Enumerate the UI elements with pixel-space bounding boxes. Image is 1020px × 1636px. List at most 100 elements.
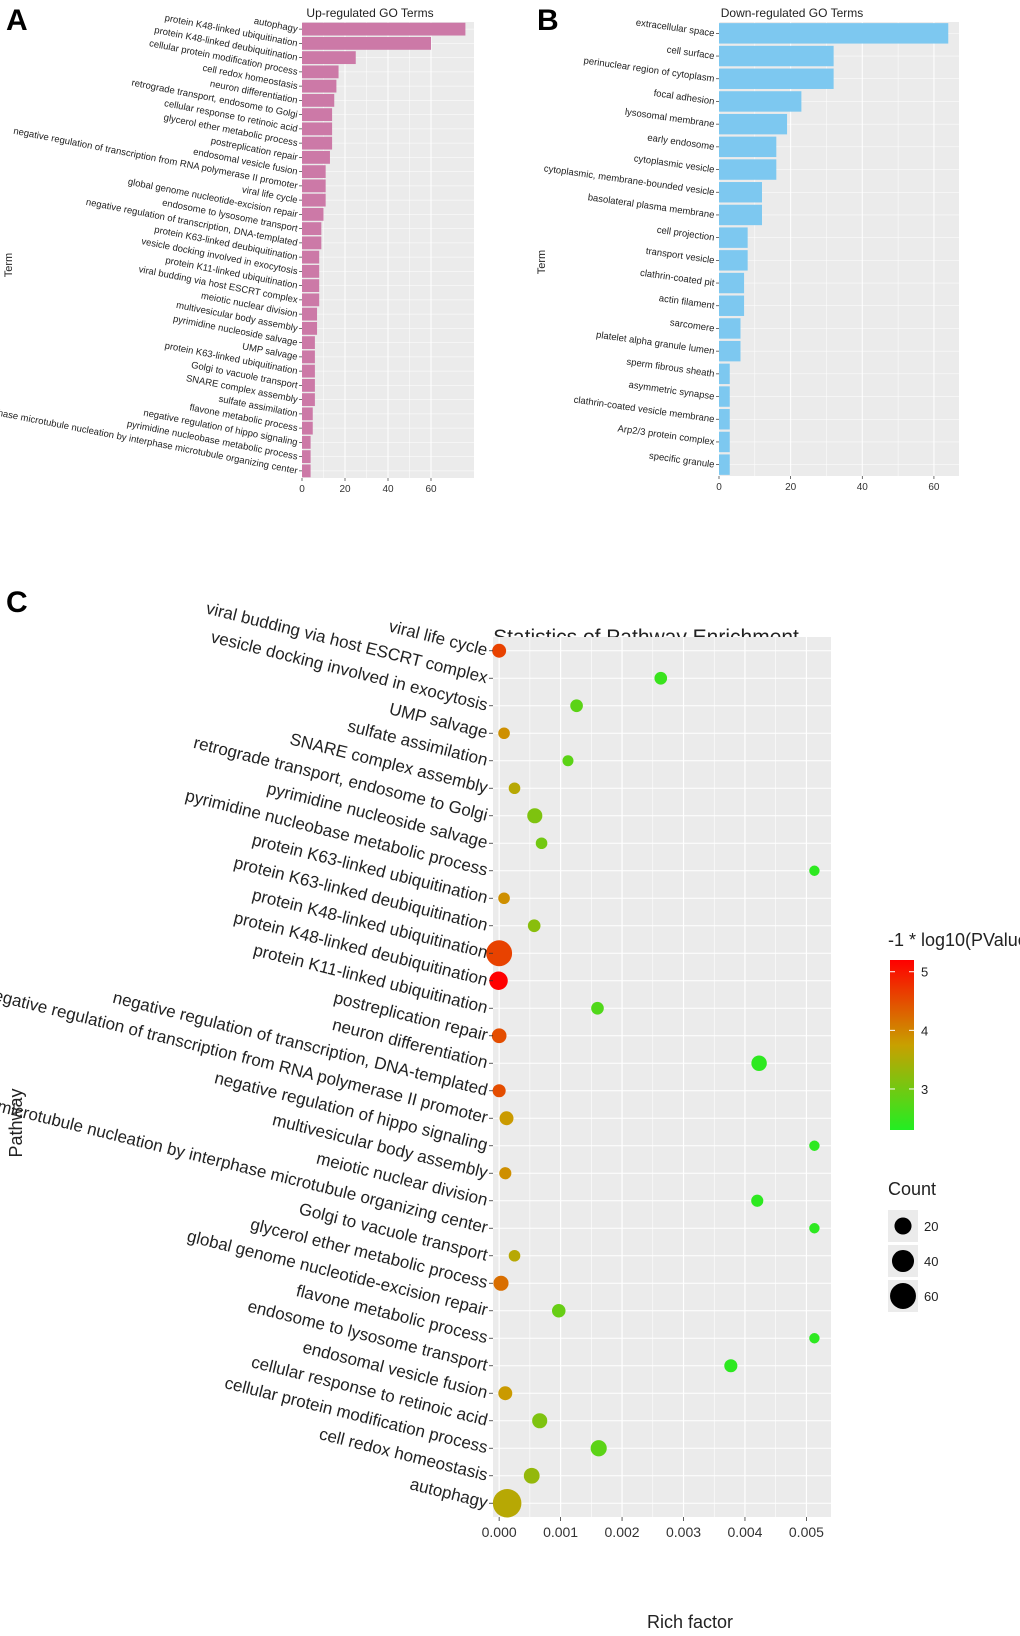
c-point-protein-k63-linked-deubiquitination — [527, 919, 541, 933]
c-point-ump-salvage — [498, 727, 510, 740]
chart-a-y-axis-title: Term — [3, 253, 15, 277]
c-point-protein-k63-linked-ubiquitination — [498, 892, 510, 905]
b-term-label: perinuclear region of cytoplasm — [583, 55, 715, 84]
color-legend: -1 * log10(PValue) 5 4 3 — [888, 930, 1020, 1130]
a-bar-sulfate-assimilation — [302, 407, 313, 421]
c-x-tick-label: 0.003 — [666, 1524, 701, 1540]
chart-c-plot-background — [493, 637, 831, 1517]
b-bar-specific-granule — [719, 454, 730, 475]
b-term-label: cell projection — [656, 225, 715, 244]
a-bar-negative-regulation-of-transcription-dna-templated — [302, 236, 322, 250]
c-point-interphase-microtubule-nucleation-by-interphase-microtubule-organizing-center — [809, 1223, 820, 1234]
chart-c-x-axis-title: Rich factor — [647, 1612, 733, 1632]
a-bar-protein-k63-linked-deubiquitination — [302, 250, 320, 264]
a-bar-pyrimidine-nucleobase-metabolic-process — [302, 450, 311, 464]
a-bar-negative-regulation-of-transcription-from-rna-polymerase-ii-promoter — [302, 179, 326, 193]
size-legend-dot-60 — [890, 1283, 916, 1309]
c-point-endosomal-vesicle-fusion — [498, 1386, 513, 1401]
a-bar-viral-life-cycle — [302, 193, 326, 207]
a-bar-postreplication-repair — [302, 150, 330, 164]
c-point-meiotic-nuclear-division — [751, 1194, 764, 1207]
a-bar-multivesicular-body-assembly — [302, 321, 318, 335]
c-point-sulfate-assimilation — [562, 755, 574, 767]
panel-label-a: A — [6, 4, 28, 37]
a-bar-viral-budding-via-host-escrt-complex — [302, 293, 320, 307]
a-bar-meiotic-nuclear-division — [302, 307, 318, 321]
size-legend: Count 20 40 60 — [888, 1179, 938, 1312]
c-pathway-label: negative regulation of transcription fro… — [0, 983, 490, 1127]
a-bar-cellular-response-to-retinoic-acid — [302, 122, 333, 136]
a-x-tick-label: 60 — [425, 484, 437, 495]
a-bar-global-genome-nucleotide-excision-repair — [302, 207, 324, 221]
a-bar-neuron-differentiation — [302, 93, 335, 107]
a-bar-protein-k11-linked-ubiquitination — [302, 279, 320, 293]
b-term-label: sarcomere — [669, 317, 715, 334]
b-bar-actin-filament — [719, 295, 745, 316]
c-point-negative-regulation-of-transcription-dna-templated — [492, 1084, 506, 1098]
a-x-tick-label: 0 — [299, 484, 305, 495]
c-point-viral-budding-via-host-escrt-complex — [654, 671, 668, 685]
a-bar-protein-k63-linked-ubiquitination — [302, 364, 315, 378]
chart-b-title: Down-regulated GO Terms — [721, 6, 864, 20]
pathway-enrichment-scatter: Statistics of Pathway Enrichment viral l… — [0, 599, 1020, 1632]
c-point-postreplication-repair — [491, 1028, 507, 1044]
c-point-retrograde-transport-endosome-to-golgi — [527, 808, 543, 824]
c-point-global-genome-nucleotide-excision-repair — [551, 1303, 566, 1318]
c-x-tick-label: 0.005 — [789, 1524, 824, 1540]
b-x-tick-label: 60 — [928, 482, 940, 493]
a-bar-protein-k48-linked-deubiquitination — [302, 51, 356, 65]
c-point-protein-k48-linked-ubiquitination — [486, 940, 513, 967]
c-point-negative-regulation-of-transcription-from-rna-polymerase-ii-promoter — [499, 1111, 514, 1126]
c-point-pyrimidine-nucleobase-metabolic-process — [809, 865, 820, 876]
chart-c-x-ticks: 0.000 0.001 0.002 0.003 0.004 0.005 — [482, 1517, 824, 1540]
chart-b-term-labels: extracellular space cell surfaceperinucle… — [543, 17, 719, 471]
c-point-protein-k48-linked-deubiquitination — [489, 971, 508, 990]
size-legend-label: 40 — [924, 1254, 938, 1269]
c-point-snare-complex-assembly — [508, 782, 521, 795]
color-legend-bar — [890, 960, 914, 1130]
b-bar-cell-surface — [719, 45, 834, 67]
chart-b-x-ticks: 0 20 40 60 — [716, 476, 940, 493]
b-x-tick-label: 20 — [785, 482, 797, 493]
chart-c-y-axis-title: Pathway — [6, 1088, 26, 1157]
color-legend-tick-label: 4 — [921, 1023, 928, 1038]
b-bar-arp2-3-protein-complex — [719, 431, 730, 453]
chart-b-bars — [719, 23, 949, 475]
b-term-label: platelet alpha granule lumen — [595, 330, 715, 358]
size-legend-label: 20 — [924, 1219, 938, 1234]
color-legend-ticks: 5 4 3 — [890, 965, 928, 1097]
a-bar-ump-salvage — [302, 350, 315, 364]
a-bar-endosome-to-lysosome-transport — [302, 222, 322, 236]
c-point-protein-k11-linked-ubiquitination — [591, 1001, 604, 1015]
c-point-cell-redox-homeostasis — [523, 1467, 540, 1484]
size-legend-label: 60 — [924, 1289, 938, 1304]
b-bar-sarcomere — [719, 318, 741, 339]
chart-c-points — [486, 643, 820, 1518]
c-point-glycerol-ether-metabolic-process — [493, 1275, 509, 1291]
c-point-neuron-differentiation — [751, 1055, 767, 1071]
b-term-label: extracellular space — [635, 17, 715, 39]
b-bar-cytoplasmic-membrane-bounded-vesicle — [719, 182, 762, 203]
b-term-label: Arp2/3 protein complex — [617, 423, 716, 448]
a-x-tick-label: 40 — [382, 484, 394, 495]
b-bar-cell-projection — [719, 227, 748, 248]
b-x-tick-label: 0 — [716, 482, 722, 493]
a-bar-cellular-protein-modification-process — [302, 65, 339, 79]
chart-c-gridlines — [493, 637, 831, 1517]
c-point-multivesicular-body-assembly — [499, 1167, 512, 1180]
a-bar-protein-k48-linked-ubiquitination — [302, 36, 431, 50]
b-bar-lysosomal-membrane — [719, 113, 788, 135]
b-term-label: sperm fibrous sheath — [626, 357, 715, 380]
a-bar-flavone-metabolic-process — [302, 421, 313, 435]
a-bar-golgi-to-vacuole-transport — [302, 378, 315, 392]
c-point-flavone-metabolic-process — [809, 1333, 820, 1344]
c-point-negative-regulation-of-hippo-signaling — [809, 1140, 820, 1151]
b-term-label: basolateral plasma membrane — [587, 192, 715, 221]
c-x-tick-label: 0.001 — [543, 1524, 578, 1540]
a-x-tick-label: 20 — [339, 484, 351, 495]
size-legend-dot-20 — [894, 1217, 912, 1235]
b-x-tick-label: 40 — [857, 482, 869, 493]
chart-a-bars — [302, 22, 466, 478]
a-bar-glycerol-ether-metabolic-process — [302, 136, 333, 150]
